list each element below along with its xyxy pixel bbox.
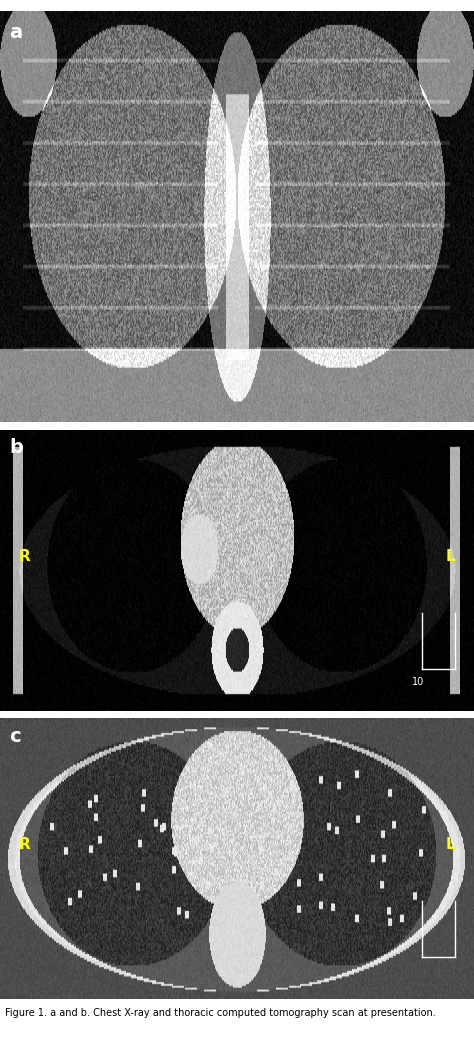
Text: b: b — [9, 438, 23, 457]
Text: R: R — [19, 838, 31, 852]
Text: R: R — [19, 549, 31, 563]
Text: c: c — [9, 727, 21, 746]
Text: L: L — [446, 549, 455, 563]
Text: 10: 10 — [412, 677, 425, 687]
Text: Figure 1. a and b. Chest X-ray and thoracic computed tomography scan at presenta: Figure 1. a and b. Chest X-ray and thora… — [5, 1009, 436, 1018]
Text: L: L — [446, 838, 455, 852]
Text: a: a — [9, 23, 23, 42]
